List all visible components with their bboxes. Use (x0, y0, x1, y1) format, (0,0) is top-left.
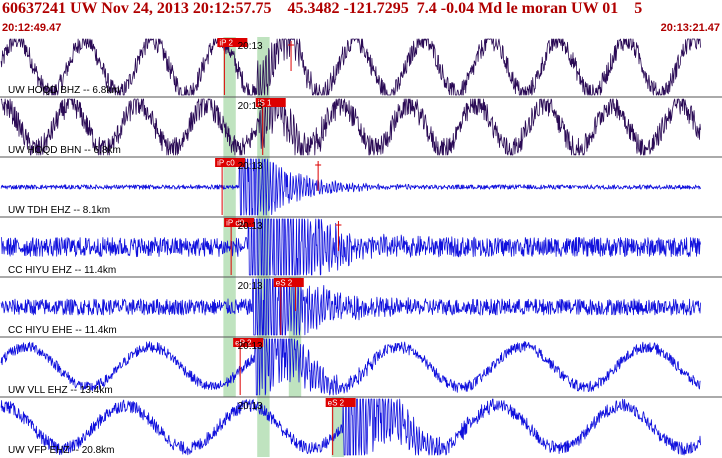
pick-label: eS 2 (328, 399, 345, 408)
pick-label: iP c0 (217, 159, 235, 168)
pick-label: iS 1 (258, 99, 272, 108)
pick-window-shade-1-3 (257, 217, 270, 277)
time-label: 20:13 (238, 281, 263, 292)
pick-label: iP 2 (219, 39, 233, 48)
time-label: 20:13 (238, 221, 263, 232)
station-label: UW HOQD BHZ -- 6.8km (8, 85, 120, 96)
pick-box (224, 218, 255, 227)
trace-panel-4: eS 2 20:13 CC HIYU EHE -- 11.4km (0, 276, 722, 336)
trace-panel-2: iP c0 20:13 UW TDH EHZ -- 8.1km (0, 156, 722, 216)
time-label: 20:13 (238, 161, 263, 172)
station-label: UW TDH EHZ -- 8.1km (8, 205, 110, 216)
station-label: UW HOQD BHN -- 6.8km (8, 145, 121, 156)
waveform-trace (0, 398, 701, 456)
trace-panel-6: eS 2 20:13 UW VFP EHZ -- 20.8km (0, 396, 722, 456)
waveform-trace (0, 38, 701, 96)
pick-label: iP d0 (226, 219, 245, 228)
station-label: UW VLL EHZ -- 13.4km (8, 385, 113, 396)
pick-box (325, 398, 356, 407)
pick-box (217, 38, 248, 47)
pick-window-shade-0-2 (223, 157, 236, 217)
station-label: CC HIYU EHE -- 11.4km (8, 325, 117, 336)
waveform-trace (0, 278, 701, 336)
event-header: 60637241 UW Nov 24, 2013 20:12:57.75 45.… (2, 0, 643, 17)
pick-label: eS 2 (276, 279, 293, 288)
station-label: CC HIYU EHZ -- 11.4km (8, 265, 116, 276)
trace-panel-1: iS 120:13 UW HOQD BHN -- 6.8km (0, 96, 722, 156)
trace-panel-0: iP 2 20:13 UW HOQD BHZ -- 6.8km (0, 38, 701, 96)
waveform-trace (0, 98, 701, 156)
window-start-time: 20:12:49.47 (2, 22, 62, 34)
time-label: 20:13 (238, 401, 263, 412)
waveform-trace (0, 218, 701, 276)
waveform-trace (0, 338, 701, 396)
pick-box (233, 338, 264, 347)
time-label: 20:13 (238, 41, 263, 52)
pick-box (273, 278, 304, 287)
pick-box (215, 158, 246, 167)
pick-box (255, 98, 286, 107)
time-label: 20:13 (238, 101, 263, 112)
window-end-time: 20:13:21.47 (660, 22, 720, 34)
pick-label: eP 2 (235, 339, 252, 348)
time-label: 20:13 (238, 341, 263, 352)
waveform-trace (0, 158, 701, 216)
station-label: UW VFP EHZ -- 20.8km (8, 445, 115, 456)
trace-panel-5: eP 220:13 UW VLL EHZ -- 13.4km (0, 336, 722, 396)
